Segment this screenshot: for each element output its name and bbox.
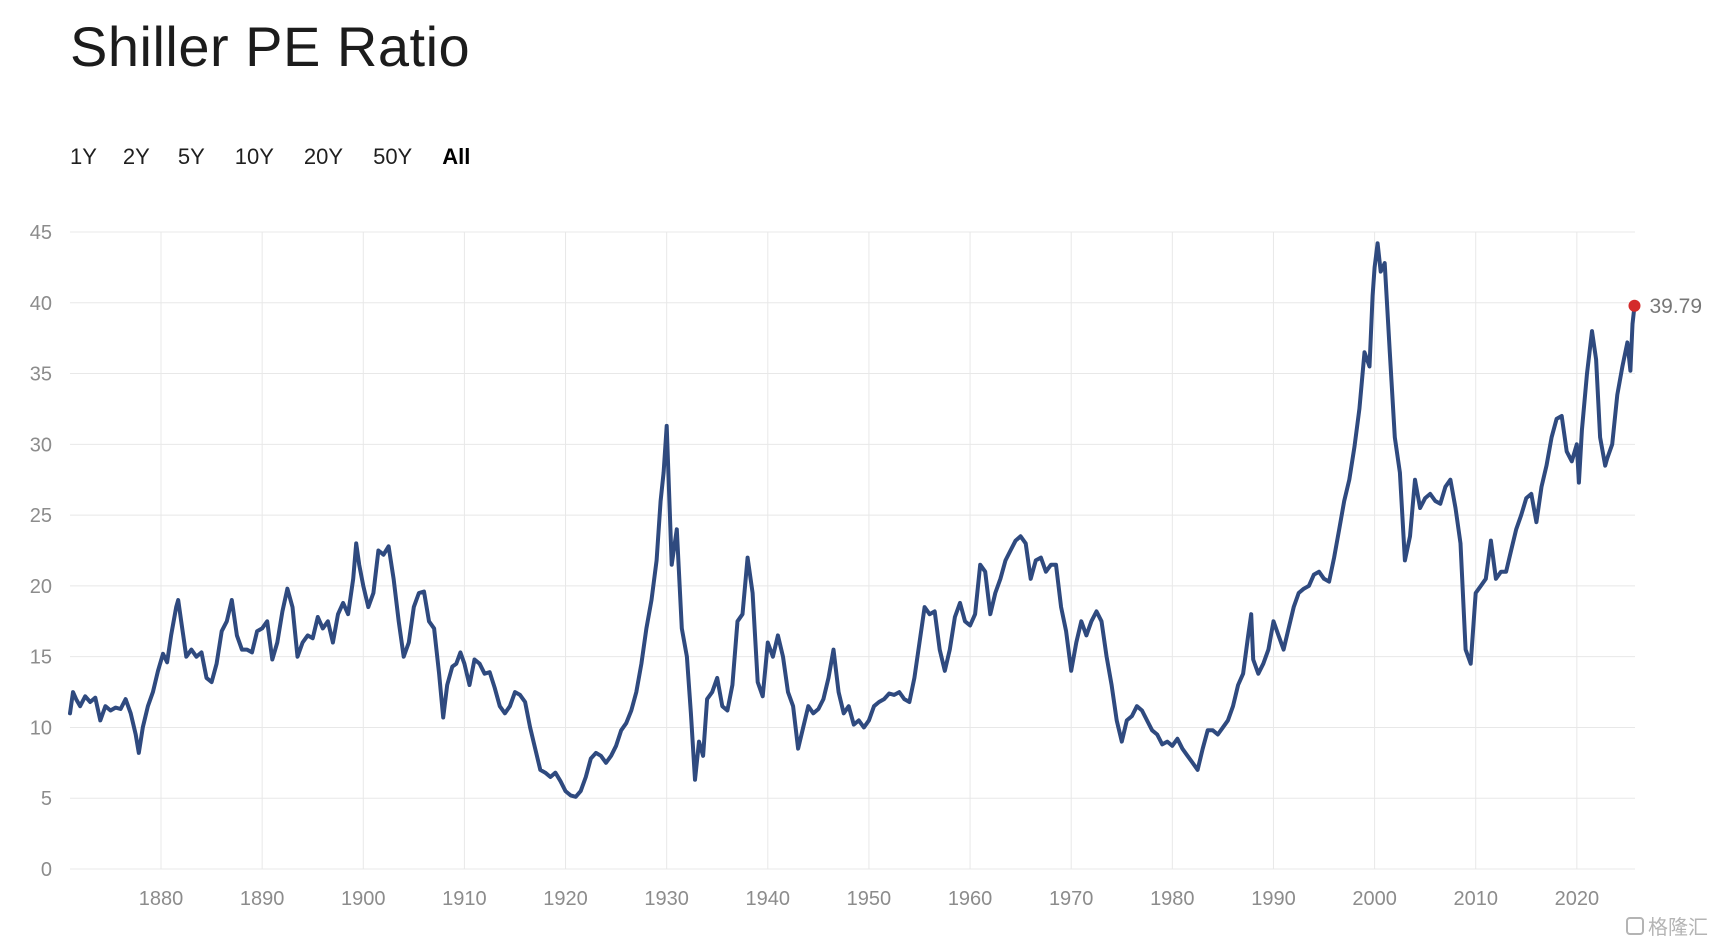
x-tick-label: 1880 [139, 888, 184, 910]
range-tab-all[interactable]: All [442, 144, 471, 169]
x-tick-label: 1930 [644, 888, 689, 910]
x-tick-label: 1990 [1251, 888, 1296, 910]
shiller-pe-line[interactable] [68, 241, 1637, 799]
y-tick-label: 10 [30, 717, 52, 739]
range-tab-10y[interactable]: 10Y [234, 144, 274, 169]
range-tab-5y[interactable]: 5Y [177, 144, 205, 169]
y-tick-label: 25 [30, 505, 52, 527]
x-tick-label: 1960 [948, 888, 993, 910]
page-title: Shiller PE Ratio [70, 15, 471, 78]
x-tick-label: 1940 [746, 888, 791, 910]
y-tick-label: 40 [30, 293, 52, 315]
watermark-text: 格隆汇 [1648, 917, 1708, 939]
x-axis-ticks: 1880 1890 1900 1910 1920 1930 1940 1950 1960 1970… [139, 888, 1599, 910]
y-tick-label: 20 [30, 576, 52, 598]
range-tab-50y[interactable]: 50Y [373, 144, 413, 169]
last-value-marker[interactable] [1628, 299, 1641, 312]
x-tick-label: 2020 [1555, 888, 1600, 910]
x-tick-label: 2000 [1352, 888, 1397, 910]
x-tick-label: 1890 [240, 888, 285, 910]
x-tick-label: 1980 [1150, 888, 1195, 910]
last-value-label: 39.79 [1649, 295, 1702, 318]
range-tab-2y[interactable]: 2Y [122, 144, 150, 169]
x-tick-label: 1950 [847, 888, 892, 910]
range-tab-1y[interactable]: 1Y [70, 144, 97, 169]
y-tick-label: 5 [41, 788, 52, 810]
watermark-logo-icon [1626, 916, 1644, 935]
x-tick-label: 2010 [1453, 888, 1498, 910]
x-tick-label: 1900 [341, 888, 386, 910]
y-tick-label: 0 [41, 859, 52, 881]
x-tick-label: 1970 [1049, 888, 1094, 910]
y-tick-label: 45 [30, 222, 52, 244]
x-tick-label: 1910 [442, 888, 487, 910]
grid-layer [70, 231, 1635, 870]
y-tick-label: 15 [30, 647, 52, 669]
range-tabs: 1Y 2Y 5Y 10Y 20Y 50Y All [70, 144, 470, 170]
range-tab-20y[interactable]: 20Y [303, 144, 344, 169]
y-axis-ticks: 0 5 10 15 20 25 30 35 40 45 [30, 222, 52, 881]
y-tick-label: 35 [30, 364, 52, 386]
y-tick-label: 30 [30, 434, 52, 456]
watermark: 格隆汇 [1626, 911, 1708, 940]
x-tick-label: 1920 [543, 888, 588, 910]
